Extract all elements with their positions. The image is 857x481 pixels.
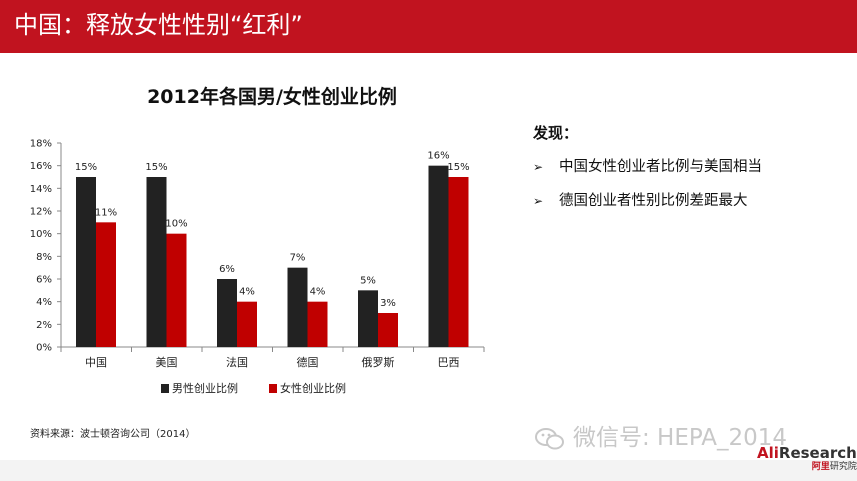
bar-female xyxy=(96,222,116,347)
logo-research: Research xyxy=(778,444,857,462)
legend-swatch xyxy=(161,384,169,393)
logo-ali-cn: 阿里 xyxy=(811,462,830,472)
y-tick-label: 10% xyxy=(30,229,52,240)
finding-text: 德国创业者性别比例差距最大 xyxy=(559,193,748,209)
y-tick-label: 14% xyxy=(30,184,52,195)
y-tick-label: 2% xyxy=(36,320,52,331)
data-label: 16% xyxy=(427,151,449,162)
bar-male xyxy=(428,165,449,347)
data-label: 10% xyxy=(165,219,187,230)
x-tick-label: 巴西 xyxy=(438,356,460,369)
legend-label: 男性创业比例 xyxy=(172,381,238,395)
y-tick-label: 8% xyxy=(36,252,52,263)
bar-female xyxy=(448,177,469,347)
data-label: 15% xyxy=(145,162,167,173)
findings-title: 发现： xyxy=(533,124,579,142)
data-label: 5% xyxy=(360,275,376,286)
bar-male xyxy=(146,177,167,347)
data-label: 7% xyxy=(290,253,306,264)
data-label: 11% xyxy=(95,207,117,218)
chart-title: 2012年各国男/女性创业比例 xyxy=(147,86,397,108)
bar-female xyxy=(166,233,187,347)
watermark-text: 微信号: HEPA_2014 xyxy=(573,425,788,451)
footer-bar xyxy=(0,460,857,481)
wechat-icon xyxy=(535,427,564,449)
y-tick-label: 4% xyxy=(36,297,52,308)
bar-male xyxy=(217,279,237,347)
y-tick-label: 0% xyxy=(36,343,52,354)
arrow-bullet-icon: ➢ xyxy=(533,160,544,174)
x-tick-label: 德国 xyxy=(297,355,319,369)
y-tick-label: 16% xyxy=(30,161,52,172)
x-tick-label: 美国 xyxy=(156,356,178,369)
arrow-bullet-icon: ➢ xyxy=(533,194,544,208)
y-tick-label: 18% xyxy=(30,139,52,150)
y-tick-label: 12% xyxy=(30,207,52,218)
x-tick-label: 俄罗斯 xyxy=(362,356,395,369)
y-tick-label: 6% xyxy=(36,275,52,286)
bar-male xyxy=(76,177,96,347)
logo-institute: 研究院 xyxy=(829,462,857,472)
bar-male xyxy=(287,267,308,347)
source-note: 资料来源：波士顿咨询公司（2014） xyxy=(30,429,196,440)
page-title: 中国：释放女性性别“红利” xyxy=(14,11,303,39)
aliresearch-logo: AliResearch 阿里研究院 xyxy=(757,446,857,473)
legend-label: 女性创业比例 xyxy=(280,381,346,395)
x-tick-label: 中国 xyxy=(85,356,107,369)
data-label: 4% xyxy=(310,287,326,298)
finding-item: ➢ 德国创业者性别比例差距最大 xyxy=(533,189,748,210)
data-label: 6% xyxy=(219,264,235,275)
bar-chart: 0% 2% 4% 6% 8% 10% 12% 14% 16% 18% 15% 11% 中国 15% 10% 美… xyxy=(30,139,485,395)
legend-swatch xyxy=(269,384,277,393)
finding-text: 中国女性创业者比例与美国相当 xyxy=(559,159,762,175)
data-label: 15% xyxy=(75,162,97,173)
bar-female xyxy=(378,313,398,347)
data-label: 3% xyxy=(380,298,396,309)
bar-female xyxy=(237,301,257,347)
bar-female xyxy=(307,301,328,347)
logo-ali: Ali xyxy=(757,444,779,462)
data-label: 4% xyxy=(239,287,255,298)
bar-male xyxy=(358,290,378,347)
data-label: 15% xyxy=(447,162,469,173)
finding-item: ➢ 中国女性创业者比例与美国相当 xyxy=(533,155,762,176)
header-bar: 中国：释放女性性别“红利” xyxy=(0,0,857,53)
wechat-watermark: 微信号: HEPA_2014 xyxy=(535,418,787,452)
x-tick-label: 法国 xyxy=(226,355,248,369)
